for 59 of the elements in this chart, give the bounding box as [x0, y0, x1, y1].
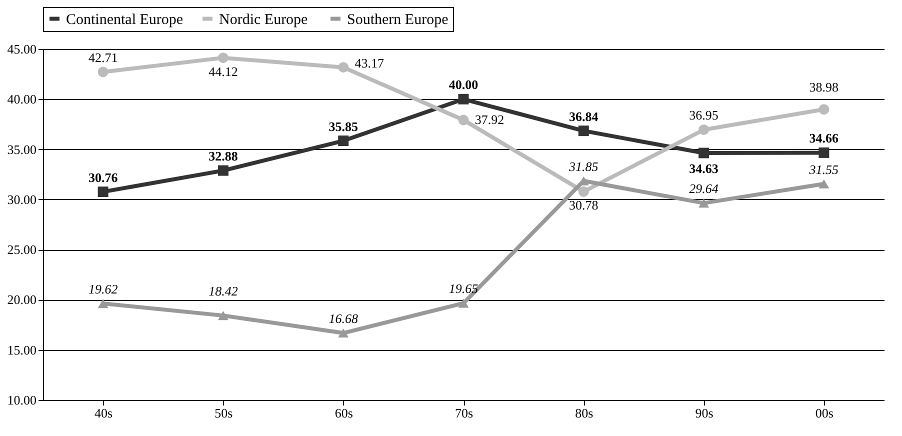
x-tick-label: 50s	[214, 406, 233, 420]
legend-label: Continental Europe	[66, 12, 184, 28]
point	[458, 114, 469, 126]
data-label: 34.66	[809, 130, 840, 146]
point	[818, 104, 830, 115]
point	[338, 328, 349, 338]
point	[98, 66, 108, 78]
y-tick-label: 45.00	[7, 42, 36, 56]
data-label: 31.85	[568, 158, 599, 174]
data-label: 18.42	[208, 284, 238, 299]
x-tick-label: 40s	[94, 406, 113, 420]
x-tick-label: 80s	[575, 406, 594, 420]
point	[578, 126, 589, 136]
data-label: 34.63	[689, 160, 719, 176]
x-tick-label: 90s	[695, 406, 714, 420]
y-tick-label: 15.00	[7, 342, 36, 358]
data-label: 36.84	[569, 108, 599, 124]
data-label: 38.98	[809, 79, 839, 94]
point	[98, 298, 108, 308]
point	[698, 148, 710, 158]
y-tick-label: 40.00	[7, 92, 36, 107]
data-label: 36.95	[689, 108, 718, 123]
point	[698, 124, 710, 135]
data-label: 16.68	[328, 311, 358, 326]
data-label: 44.12	[208, 64, 238, 79]
y-tick-label: 20.00	[7, 292, 36, 308]
data-label: 30.78	[569, 198, 598, 213]
y-tick-label: 35.00	[7, 142, 36, 157]
point	[458, 94, 469, 104]
data-label: 29.64	[689, 181, 719, 196]
point	[578, 186, 589, 197]
data-label: 43.17	[354, 55, 384, 70]
point	[458, 298, 469, 308]
point	[218, 311, 228, 320]
data-label: 37.92	[474, 112, 504, 127]
data-label: 19.62	[88, 282, 118, 297]
point	[698, 198, 710, 208]
data-label: 42.71	[88, 50, 118, 65]
data-label: 30.76	[88, 170, 118, 185]
y-tick-label: 25.00	[7, 242, 36, 258]
y-tick-label: 30.00	[7, 192, 36, 207]
x-tick-label: 70s	[454, 406, 474, 420]
y-tick-label: 10.00	[7, 392, 36, 408]
data-label: 32.88	[208, 148, 238, 164]
legend-label: Nordic Europe	[219, 12, 308, 28]
point	[818, 147, 830, 158]
point	[218, 165, 228, 176]
data-label: 40.00	[448, 77, 478, 92]
x-tick-label: 60s	[334, 406, 353, 420]
point	[338, 62, 349, 73]
point	[818, 179, 830, 188]
legend-label: Southern Europe	[347, 12, 449, 28]
data-label: 19.65	[448, 281, 479, 296]
point	[338, 136, 349, 146]
point	[218, 52, 228, 64]
data-label: 35.85	[328, 118, 358, 134]
point	[98, 186, 108, 198]
data-label: 31.55	[808, 162, 840, 177]
x-tick-label: 00s	[815, 406, 834, 420]
